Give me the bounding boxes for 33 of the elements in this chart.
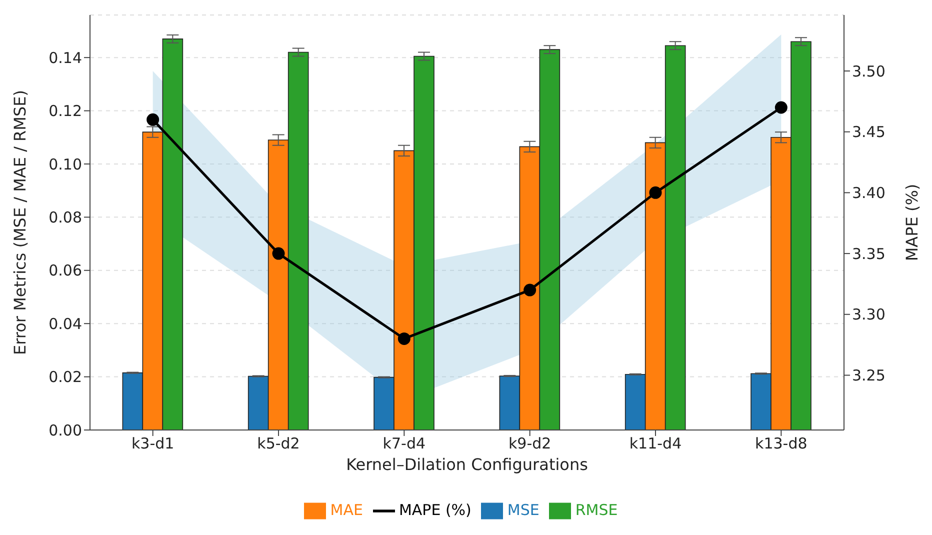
y-tick-label: 0.10 [48, 155, 82, 174]
y-tick-label: 0.14 [48, 48, 82, 67]
x-tick-label: k9-d2 [508, 434, 552, 453]
y2-axis-title: MAPE (%) [902, 184, 922, 262]
x-tick-label: k7-d4 [382, 434, 426, 453]
legend-label: MAPE (%) [398, 501, 472, 520]
y-tick-label: 0.12 [48, 102, 82, 120]
y-tick-label: 0.08 [48, 208, 82, 227]
y2-tick-label: 3.35 [852, 244, 886, 263]
x-tick-label: k13-d8 [755, 434, 808, 453]
y2-tick-label: 3.25 [852, 366, 886, 385]
y2-tick-label: 3.45 [852, 123, 886, 142]
y2-tick-label: 3.50 [852, 62, 886, 80]
point [774, 101, 788, 114]
y-tick-label: 0.00 [48, 421, 82, 440]
y-tick-label: 0.06 [48, 262, 82, 280]
y-tick-label: 0.04 [48, 314, 82, 333]
point [524, 284, 536, 296]
x-tick-label: k3-d1 [131, 434, 174, 453]
point [272, 247, 285, 260]
x-axis-title: Kernel–Dilation Configurations [346, 455, 588, 474]
x-tick-label: k5-d2 [257, 434, 300, 453]
point [649, 186, 662, 199]
y-tick-label: 0.02 [48, 368, 82, 386]
legend-label: MAE [330, 501, 363, 520]
x-tick-label: k11-d4 [629, 434, 682, 453]
y-axis-title: Error Metrics (MSE / MAE / RMSE) [10, 90, 30, 355]
legend-label: RMSE [575, 501, 618, 520]
y2-tick-label: 3.30 [852, 306, 886, 324]
legend-label: MSE [507, 501, 540, 520]
point [398, 332, 410, 345]
point [146, 113, 160, 126]
y2-tick-label: 3.40 [852, 184, 886, 202]
